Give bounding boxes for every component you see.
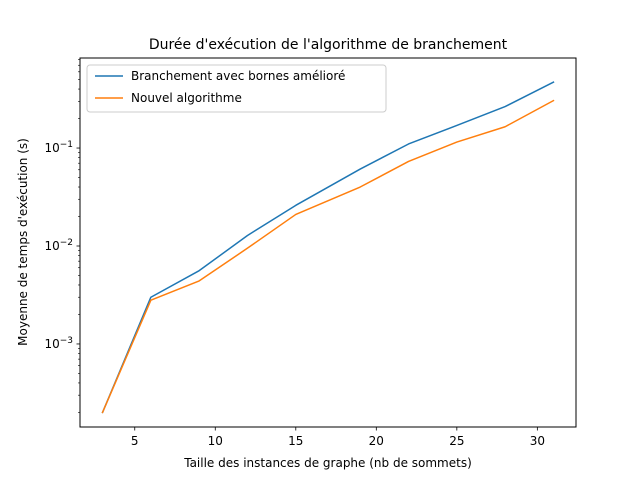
x-axis-label: Taille des instances de graphe (nb de so… [183, 456, 472, 470]
x-tick-label: 20 [369, 434, 384, 448]
series-line-2 [101, 99, 555, 414]
series-layer [101, 81, 555, 414]
x-tick-label: 25 [449, 434, 464, 448]
y-tick-label: 10−2 [44, 238, 73, 253]
legend-items: Branchement avec bornes amélioré Nouvel a… [95, 69, 345, 105]
legend-label: Nouvel algorithme [131, 91, 242, 105]
plot-frame [79, 57, 577, 428]
legend: Branchement avec bornes amélioré Nouvel a… [86, 64, 387, 113]
y-tick-label: 10−3 [44, 336, 73, 351]
x-tick-label: 10 [208, 434, 223, 448]
y-axis-ticks: 10−3 10−2 10−1 [44, 59, 80, 413]
x-tick-label: 5 [131, 434, 139, 448]
y-axis-label: Moyenne de temps d'exécution (s) [16, 138, 30, 346]
chart-title: Durée d'exécution de l'algorithme de bra… [149, 37, 508, 53]
series-line-1 [101, 81, 555, 414]
y-tick-label: 10−1 [44, 140, 73, 155]
x-axis-ticks: 5 10 15 20 25 30 [131, 427, 545, 448]
legend-box [86, 64, 387, 113]
x-tick-label: 30 [530, 434, 545, 448]
legend-label: Branchement avec bornes amélioré [131, 69, 345, 83]
x-tick-label: 15 [288, 434, 303, 448]
